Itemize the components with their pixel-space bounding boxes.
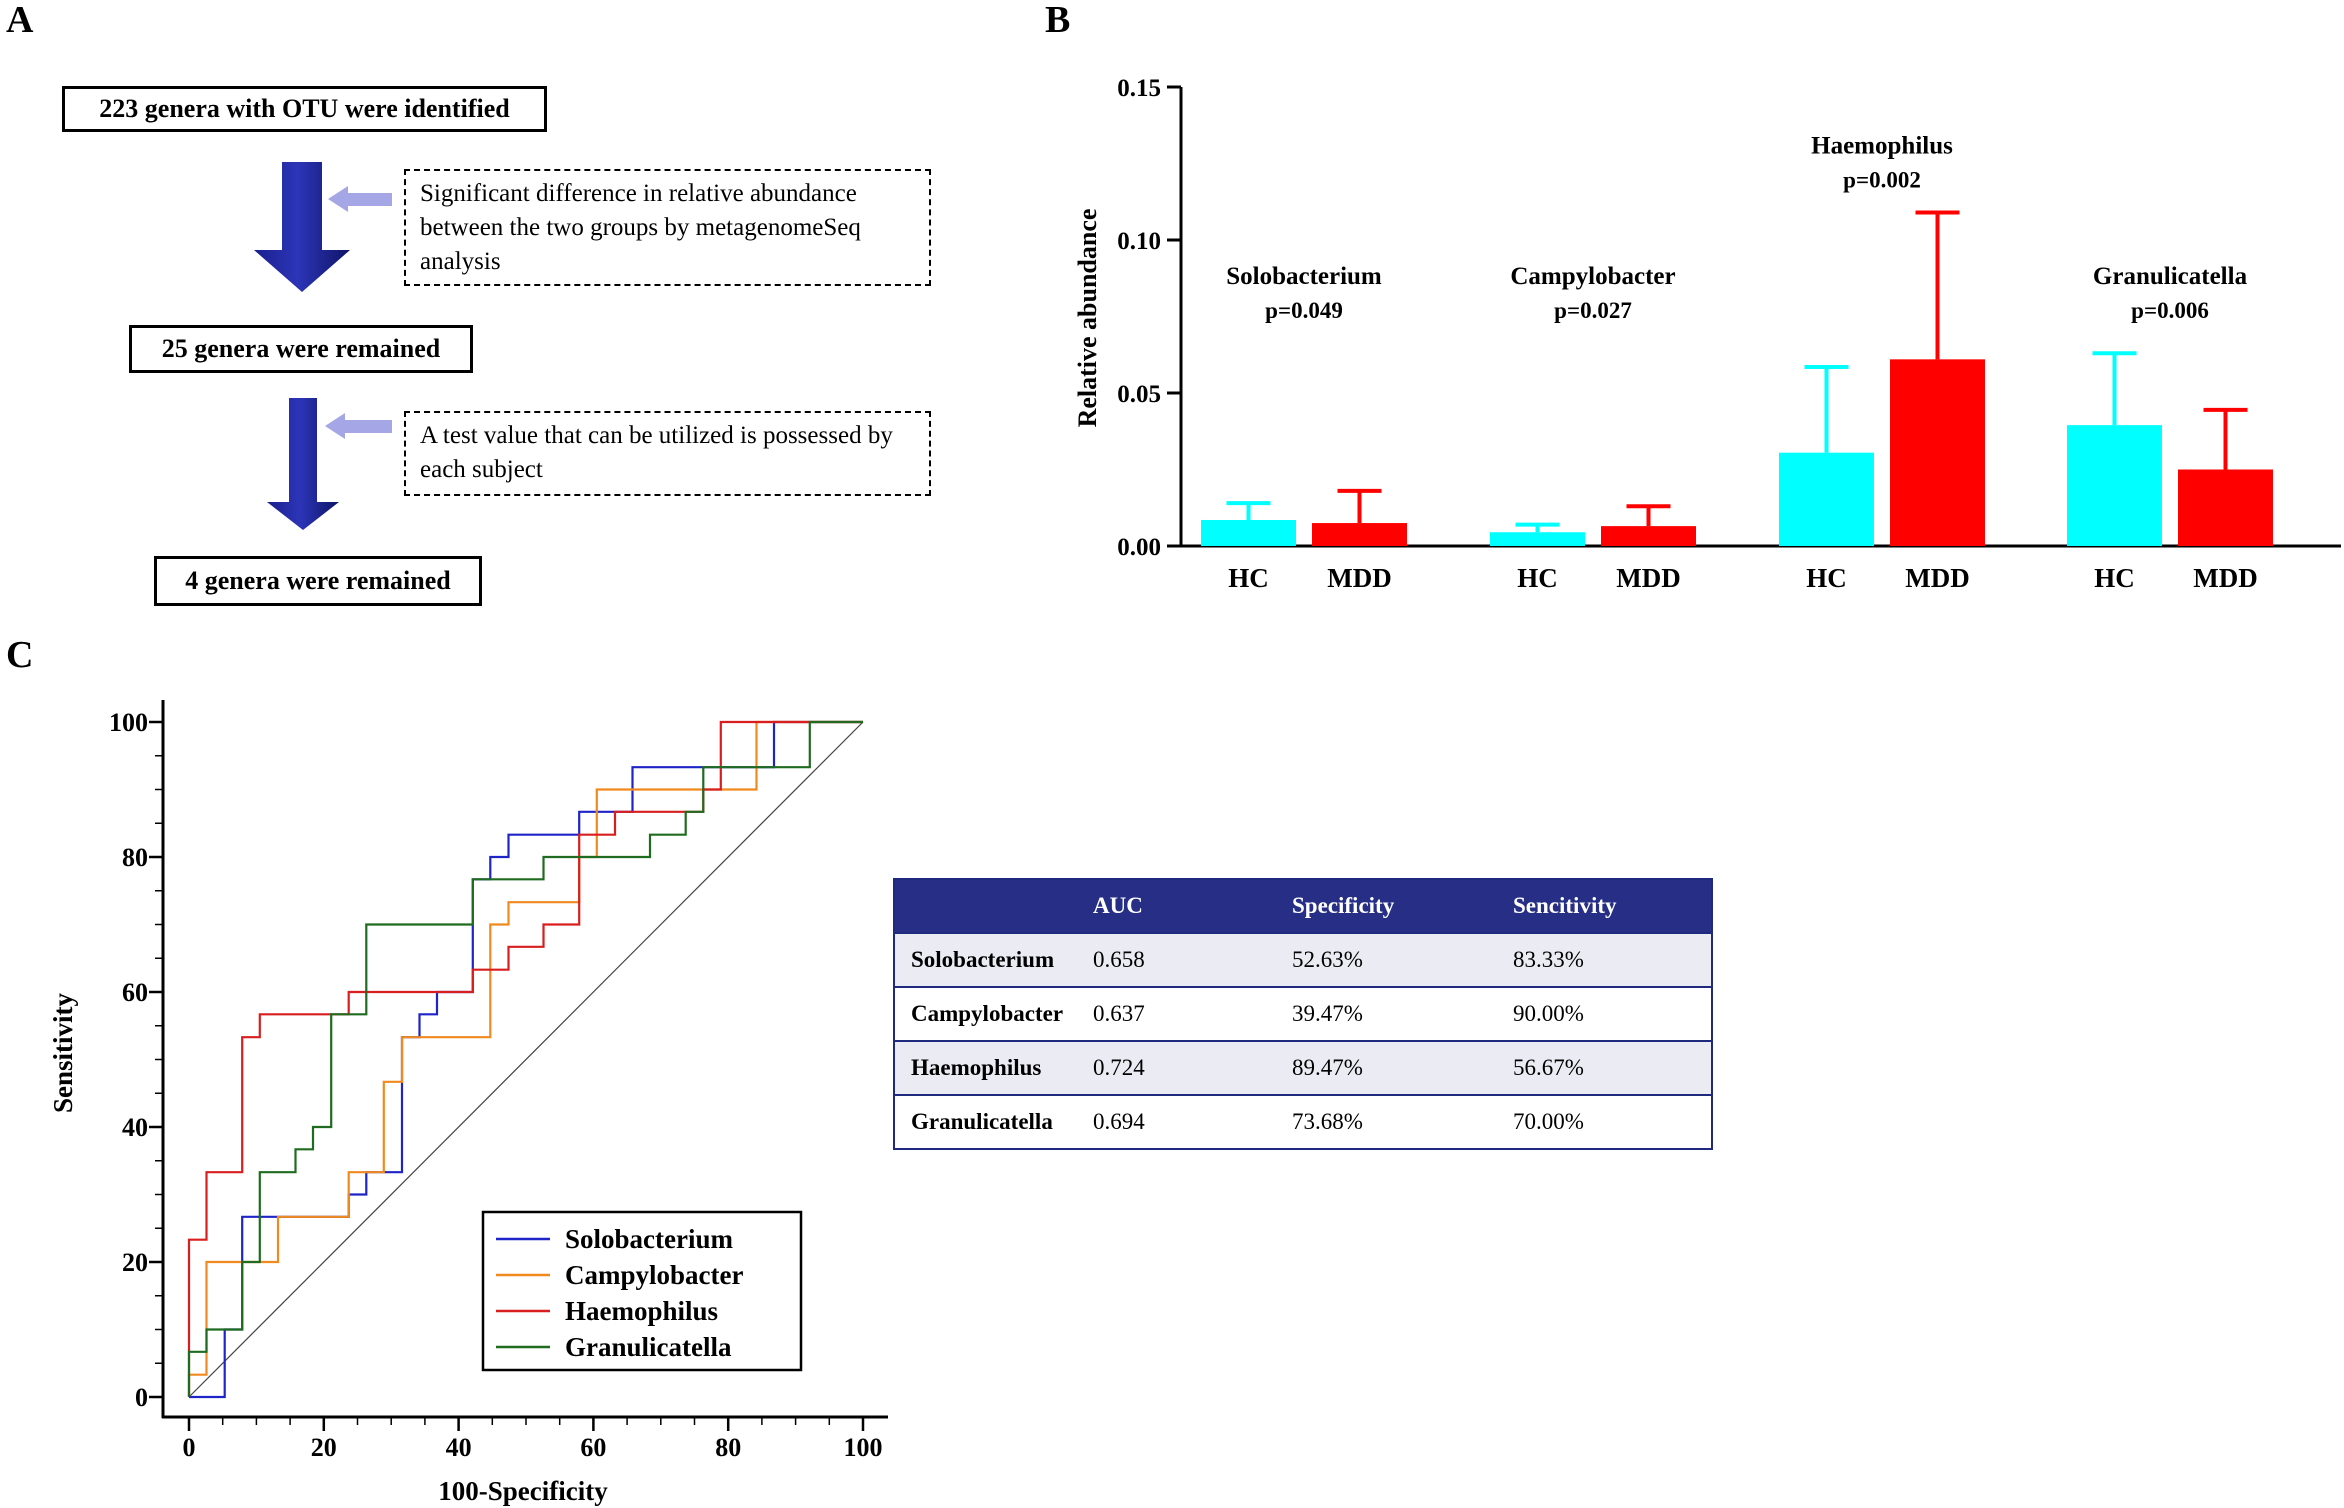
roc-ylabel: Sensitivity [48, 992, 78, 1113]
table-cell-auc: 0.724 [1077, 1040, 1276, 1095]
roc-x-tick-label: 40 [446, 1433, 472, 1462]
flow-side-arrow-2 [325, 413, 392, 439]
roc-y-tick-label: 40 [122, 1113, 148, 1142]
table-cell-genus: Granulicatella [894, 1094, 1077, 1149]
granulicatella-hc-bar [2067, 425, 2162, 546]
bar-category-label: HC [1228, 563, 1269, 593]
bar-category-label: MDD [1616, 563, 1680, 593]
table-cell-specificity: 73.68% [1276, 1094, 1497, 1149]
table-cell-genus: Campylobacter [894, 986, 1077, 1041]
haemophilus-group-title: Haemophilus [1811, 132, 1953, 159]
solobacterium-mdd-bar [1312, 523, 1407, 546]
bar-y-tick-label: 0.05 [1117, 381, 1161, 408]
table-row: Haemophilus 0.724 89.47% 56.67% [894, 1040, 1712, 1095]
roc-y-tick-label: 80 [122, 843, 148, 872]
bar-chart-ylabel: Relative abundance [1073, 209, 1102, 428]
table-cell-auc: 0.637 [1077, 986, 1276, 1041]
campylobacter-p-value: p=0.027 [1554, 298, 1632, 323]
roc-y-tick-label: 100 [109, 708, 148, 737]
table-cell-specificity: 52.63% [1276, 932, 1497, 987]
granulicatella-mdd-bar [2178, 469, 2273, 546]
roc-x-tick-label: 0 [183, 1433, 196, 1462]
bar-category-label: MDD [1327, 563, 1391, 593]
campylobacter-group-title: Campylobacter [1510, 263, 1675, 290]
roc-x-tick-label: 20 [311, 1433, 337, 1462]
granulicatella-group-title: Granulicatella [2093, 263, 2248, 290]
bar-category-label: HC [1517, 563, 1558, 593]
flow-box-4-genera: 4 genera were remained [154, 556, 482, 606]
table-cell-specificity: 39.47% [1276, 986, 1497, 1041]
haemophilus-p-value: p=0.002 [1843, 167, 1921, 192]
panel-label-c: C [6, 634, 34, 676]
bar-category-label: HC [1806, 563, 1847, 593]
solobacterium-hc-bar [1201, 519, 1296, 546]
roc-y-tick-label: 20 [122, 1248, 148, 1277]
table-cell-specificity: 89.47% [1276, 1040, 1497, 1095]
table-cell-auc: 0.658 [1077, 932, 1276, 987]
table-cell-auc: 0.694 [1077, 1094, 1276, 1149]
granulicatella-p-value: p=0.006 [2131, 298, 2209, 323]
bar-category-label: HC [2094, 563, 2135, 593]
legend-solobacterium-label: Solobacterium [565, 1224, 733, 1254]
campylobacter-mdd-bar [1601, 526, 1696, 546]
table-cell-sencitivity: 70.00% [1497, 1094, 1712, 1149]
roc-chart: Sensitivity 100-Specificity 0 0 20 20 40 40 60… [48, 700, 888, 1506]
table-cell-genus: Solobacterium [894, 932, 1077, 987]
roc-y-tick-label: 60 [122, 978, 148, 1007]
solobacterium-group-title: Solobacterium [1226, 263, 1382, 290]
table-row: Campylobacter 0.637 39.47% 90.00% [894, 986, 1712, 1041]
table-row: Granulicatella 0.694 73.68% 70.00% [894, 1094, 1712, 1149]
roc-results-table: AUC Specificity Sencitivity Solobacteriu… [893, 878, 1713, 1150]
table-cell-sencitivity: 83.33% [1497, 932, 1712, 987]
flow-note-test-value: A test value that can be utilized is pos… [404, 411, 931, 496]
roc-x-tick-label: 80 [715, 1433, 741, 1462]
table-header-specificity: Specificity [1276, 879, 1497, 933]
campylobacter-hc-bar [1490, 532, 1585, 546]
solobacterium-p-value: p=0.049 [1265, 298, 1343, 323]
roc-y-tick-label: 0 [135, 1383, 148, 1412]
bar-category-label: MDD [2193, 563, 2257, 593]
panel-label-a: A [6, 0, 34, 41]
flow-down-arrow-2 [267, 398, 339, 530]
flow-down-arrow-1 [254, 162, 350, 292]
legend-campylobacter-label: Campylobacter [565, 1260, 743, 1290]
bar-y-tick-label: 0.10 [1117, 228, 1161, 255]
bar-chart: Relative abundance 0.00 0.05 0.10 0.15 HC MD… [1073, 75, 2341, 593]
roc-x-tick-label: 100 [844, 1433, 883, 1462]
roc-x-tick-label: 60 [580, 1433, 606, 1462]
flow-side-arrow-1 [328, 186, 392, 212]
haemophilus-hc-bar [1779, 452, 1874, 546]
flow-box-223-genera: 223 genera with OTU were identified [62, 86, 547, 132]
table-cell-sencitivity: 56.67% [1497, 1040, 1712, 1095]
roc-diagonal-reference [188, 721, 864, 1398]
legend-haemophilus-label: Haemophilus [565, 1296, 718, 1326]
haemophilus-mdd-bar [1890, 359, 1985, 546]
roc-xlabel: 100-Specificity [438, 1476, 608, 1506]
bar-y-tick-label: 0.15 [1117, 75, 1161, 102]
legend-granulicatella-label: Granulicatella [565, 1332, 732, 1362]
table-cell-sencitivity: 90.00% [1497, 986, 1712, 1041]
roc-curve-granulicatella [187, 720, 863, 1397]
panel-label-b: B [1045, 0, 1071, 41]
table-header-name [894, 879, 1077, 933]
bar-y-tick-label: 0.00 [1117, 534, 1161, 561]
table-row: Solobacterium 0.658 52.63% 83.33% [894, 932, 1712, 987]
flow-note-metagenomeseq: Significant difference in relative abund… [404, 169, 931, 286]
table-header-auc: AUC [1077, 879, 1276, 933]
table-header-sencitivity: Sencitivity [1497, 879, 1712, 933]
table-header-row: AUC Specificity Sencitivity [894, 879, 1712, 933]
bar-category-label: MDD [1905, 563, 1969, 593]
flow-box-25-genera: 25 genera were remained [129, 325, 473, 373]
table-cell-genus: Haemophilus [894, 1040, 1077, 1095]
